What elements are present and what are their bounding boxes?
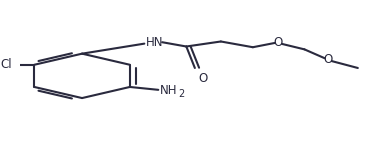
Text: 2: 2 — [179, 89, 185, 99]
Text: HN: HN — [146, 36, 164, 49]
Text: O: O — [198, 72, 208, 85]
Text: O: O — [273, 36, 282, 49]
Text: NH: NH — [160, 84, 178, 97]
Text: O: O — [323, 53, 332, 66]
Text: Cl: Cl — [0, 58, 12, 71]
